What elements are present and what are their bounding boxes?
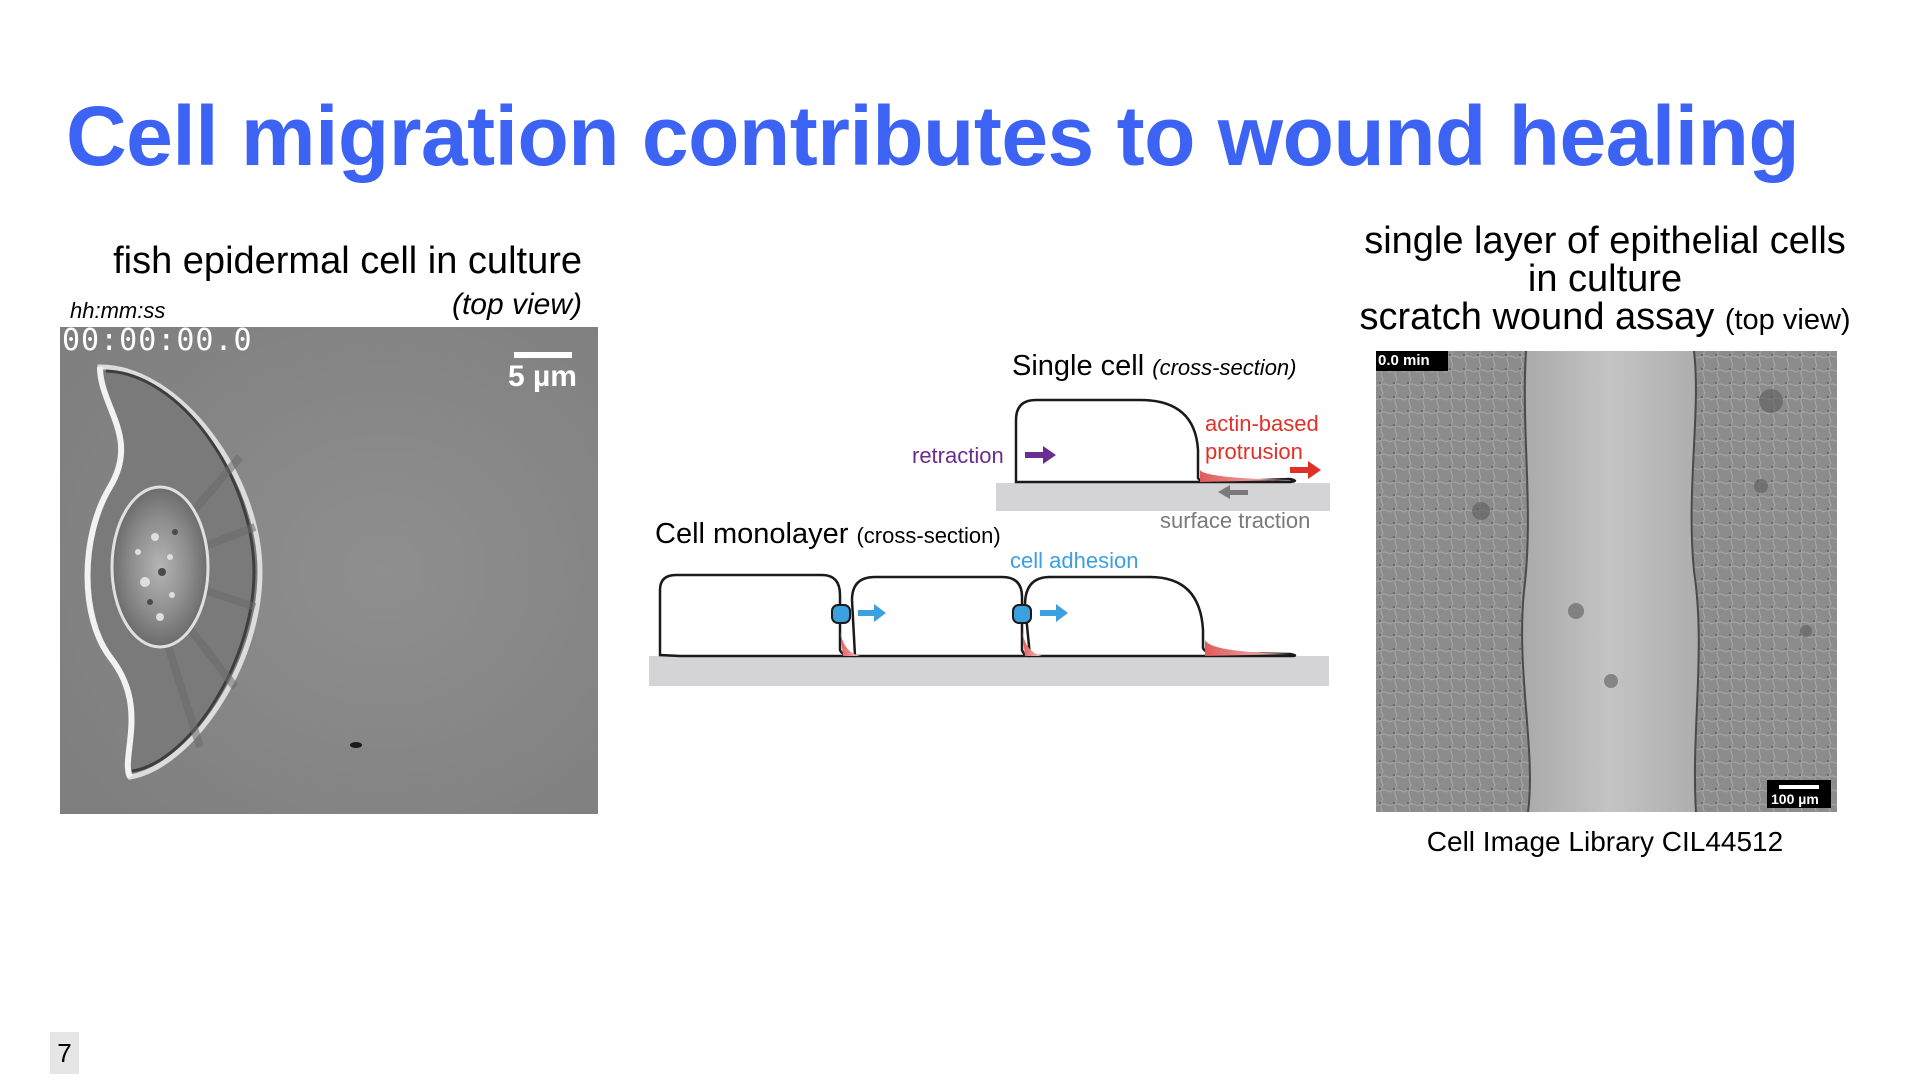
scratch-assay-caption: single layer of epithelial cells in cult…: [1359, 220, 1851, 338]
monolayer-cell-1: [658, 573, 856, 658]
single-cell-substrate: [996, 483, 1330, 511]
scale-bar: [514, 352, 572, 358]
protrusion-arrow: [1290, 461, 1321, 479]
monolayer-title: Cell monolayer (cross-section): [655, 518, 1001, 550]
scratch-wound-micrograph: [1376, 351, 1837, 812]
page-number: 7: [50, 1032, 79, 1074]
adhesion-junction-2: [1012, 604, 1032, 624]
scratch-scale-label: 100 µm: [1771, 791, 1819, 807]
scratch-scale-bar: [1779, 785, 1819, 789]
scale-bar-label: 5 µm: [508, 360, 577, 393]
video-timestamp: 00:00:00.0: [62, 323, 253, 358]
retraction-label: retraction: [912, 443, 1004, 468]
single-cell-protrusion: [1200, 470, 1290, 482]
adhesion-arrow-1: [858, 604, 886, 622]
monolayer-substrate: [649, 656, 1329, 686]
fish-cell-caption: fish epidermal cell in culture: [113, 240, 582, 282]
single-cell-outline: [1014, 398, 1297, 484]
time-format-label: hh:mm:ss: [70, 298, 166, 323]
adhesion-arrow-2: [1040, 604, 1068, 622]
monolayer-cell-3: [1023, 575, 1297, 658]
scratch-time-label: 0.0 min: [1376, 351, 1448, 371]
adhesion-junction-1: [831, 604, 851, 624]
fish-cell-view-label: (top view): [451, 288, 582, 321]
fish-cell-micrograph: [60, 327, 598, 814]
image-credit: Cell Image Library CIL44512: [1426, 826, 1784, 857]
protrusion-label: actin-based protrusion: [1205, 411, 1319, 464]
traction-label: surface traction: [1160, 508, 1311, 533]
scratch-scale-box: [1767, 780, 1831, 808]
monolayer-leading-protrusion: [1205, 640, 1290, 656]
slide-title: Cell migration contributes to wound heal…: [66, 89, 1800, 183]
cell-migration-diagram: [649, 398, 1330, 686]
retraction-arrow: [1025, 446, 1056, 464]
adhesion-label: cell adhesion: [1010, 548, 1139, 573]
traction-arrow: [1218, 485, 1248, 499]
single-cell-title: Single cell (cross-section): [1012, 350, 1297, 382]
